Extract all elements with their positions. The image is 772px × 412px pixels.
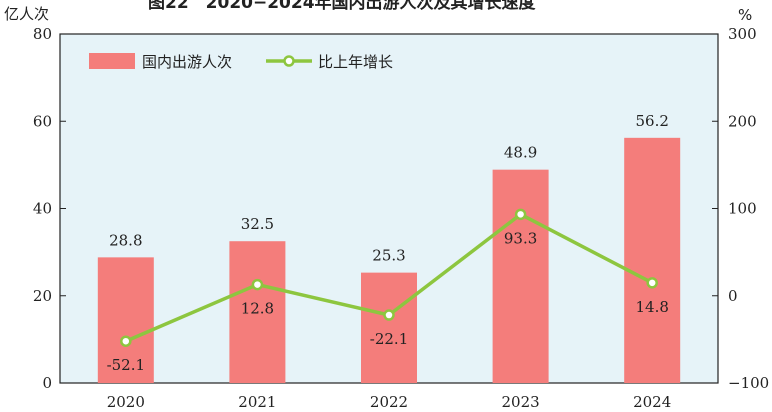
y-left-tick-label: 20 bbox=[33, 287, 52, 305]
bar-value-label: 56.2 bbox=[635, 112, 668, 130]
x-tick-label: 2022 bbox=[370, 393, 408, 411]
legend-line-label: 比上年增长 bbox=[318, 53, 393, 71]
y-axis-left: 0 20 40 60 80 bbox=[33, 25, 66, 392]
line-value-label: 12.8 bbox=[241, 300, 274, 318]
legend-bar-swatch bbox=[89, 53, 135, 69]
bar-value-label: 28.8 bbox=[109, 231, 142, 249]
bar bbox=[624, 137, 681, 383]
line-value-label: 14.8 bbox=[635, 298, 668, 316]
bar bbox=[361, 272, 417, 383]
bar-value-label: 48.9 bbox=[504, 144, 537, 162]
line-point bbox=[383, 309, 395, 321]
line-point bbox=[646, 277, 658, 289]
x-tick-label: 2024 bbox=[633, 393, 671, 411]
legend: 国内出游人次 比上年增长 bbox=[89, 53, 393, 71]
y-left-tick-label: 80 bbox=[33, 25, 52, 43]
x-tick-label: 2021 bbox=[238, 393, 276, 411]
x-tick-label: 2020 bbox=[107, 393, 145, 411]
x-tick-label: 2023 bbox=[502, 393, 540, 411]
y-axis-left-label: 亿人次 bbox=[4, 5, 49, 23]
line-value-label: -52.1 bbox=[107, 356, 145, 374]
line-point bbox=[120, 335, 132, 347]
bar-value-label: 32.5 bbox=[241, 215, 274, 233]
line-series: -52.1 12.8 -22.1 93.3 14.8 bbox=[107, 208, 669, 374]
y-right-tick-label: 200 bbox=[728, 112, 757, 130]
y-axis-right-label: % bbox=[738, 6, 752, 24]
x-axis: 2020 2021 2022 2023 2024 bbox=[107, 393, 672, 411]
y-right-tick-label: −100 bbox=[728, 374, 769, 392]
y-right-tick-label: 300 bbox=[728, 25, 757, 43]
y-left-tick-label: 0 bbox=[42, 374, 52, 392]
line-point bbox=[514, 208, 527, 221]
y-right-tick-label: 100 bbox=[728, 200, 757, 218]
bar bbox=[97, 257, 154, 383]
legend-bar-label: 国内出游人次 bbox=[142, 53, 232, 71]
legend-line-marker bbox=[283, 55, 295, 67]
bar-value-label: 25.3 bbox=[372, 247, 405, 265]
line-point bbox=[251, 278, 264, 291]
y-right-tick-label: 0 bbox=[728, 287, 738, 305]
y-left-tick-label: 60 bbox=[33, 112, 52, 130]
y-left-tick-label: 40 bbox=[33, 200, 52, 218]
line-value-label: 93.3 bbox=[504, 229, 537, 247]
y-axis-right: −100 0 100 200 300 bbox=[712, 25, 769, 392]
chart-title: 图22 2020−2024年国内出游人次及其增长速度 bbox=[148, 0, 537, 13]
bar bbox=[229, 241, 286, 383]
bar-series: 28.8 32.5 25.3 48.9 56.2 bbox=[97, 112, 681, 383]
line-value-label: -22.1 bbox=[370, 330, 408, 348]
bar bbox=[492, 169, 549, 383]
